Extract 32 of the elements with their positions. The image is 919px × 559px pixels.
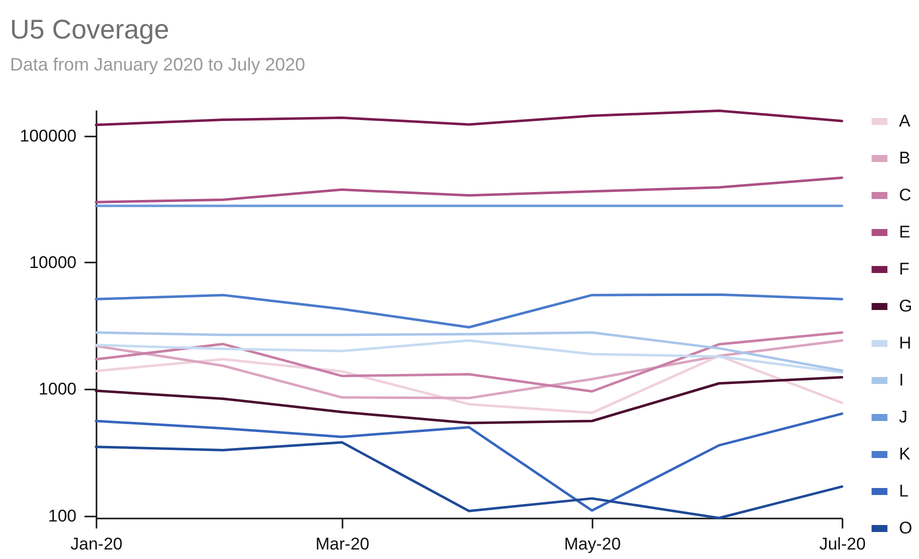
legend-label: I	[899, 370, 904, 390]
line-series	[94, 339, 844, 374]
line-series	[94, 176, 844, 204]
legend-label: A	[899, 112, 911, 130]
legend-label: K	[899, 444, 911, 464]
legend-label: F	[899, 260, 910, 278]
y-tick-label: 1000	[38, 380, 76, 399]
y-tick-label: 100000	[20, 126, 76, 146]
line-series	[94, 339, 844, 400]
y-tick-label: 10000	[29, 252, 76, 272]
legend-label: G	[899, 296, 912, 316]
chart-title: U5 Coverage	[10, 14, 170, 44]
legend-label: J	[899, 408, 908, 426]
line-series	[94, 109, 844, 126]
y-tick-label: 100	[48, 506, 76, 526]
legend-label: C	[899, 186, 912, 204]
legend-label: O	[899, 518, 912, 538]
x-tick-label: Jul-20	[819, 534, 866, 554]
legend-label: E	[899, 222, 910, 242]
line-series	[94, 376, 844, 424]
legend-label: H	[899, 334, 912, 352]
line-series	[94, 354, 844, 414]
x-tick-label: May-20	[564, 534, 621, 554]
x-tick-label: Mar-20	[316, 534, 370, 554]
line-series	[94, 412, 844, 512]
line-series	[94, 331, 844, 393]
chart-subtitle: Data from January 2020 to July 2020	[10, 54, 306, 74]
line-series	[94, 293, 844, 328]
legend-label: B	[899, 148, 910, 168]
legend-label: L	[899, 482, 908, 500]
line-series	[94, 331, 844, 372]
x-tick-label: Jan-20	[70, 534, 122, 554]
